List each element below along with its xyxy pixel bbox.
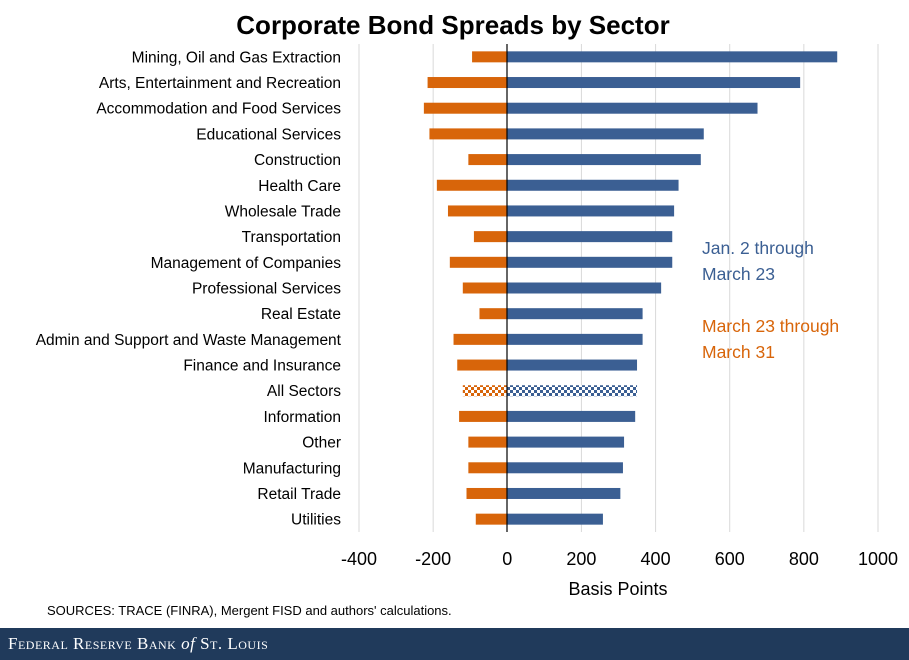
bar: [427, 77, 508, 89]
category-label: Accommodation and Food Services: [96, 101, 341, 118]
brand-suffix: St. Louis: [195, 634, 269, 653]
category-label: Management of Companies: [151, 255, 342, 272]
bar: [447, 205, 508, 217]
x-tick-label: 1000: [858, 549, 898, 569]
category-label: Information: [263, 409, 341, 426]
bar: [507, 462, 623, 474]
legend-entry-line1: March 23 through: [702, 316, 839, 336]
bar: [453, 333, 508, 345]
bar: [507, 410, 636, 422]
category-label: Mining, Oil and Gas Extraction: [132, 49, 341, 66]
bar: [473, 231, 508, 243]
x-tick-label: 200: [566, 549, 596, 569]
category-label: Manufacturing: [243, 460, 341, 477]
bar: [507, 154, 701, 166]
source-note: SOURCES: TRACE (FINRA), Mergent FISD and…: [47, 603, 452, 618]
category-label: Wholesale Trade: [225, 203, 341, 220]
bar: [507, 513, 603, 525]
bar: [507, 308, 643, 320]
x-tick-labels: -400 -200 0 200 400 600 800 1000: [341, 549, 898, 569]
bar: [507, 102, 758, 114]
bar: [462, 385, 508, 397]
bar-layer: [423, 51, 838, 525]
x-tick-label: -400: [341, 549, 377, 569]
bar: [462, 282, 508, 294]
bar: [507, 436, 625, 448]
x-tick-label: -200: [415, 549, 451, 569]
x-tick-label: 800: [789, 549, 819, 569]
bar: [507, 282, 662, 294]
bar: [459, 410, 508, 422]
brand-prefix: Federal Reserve Bank: [8, 634, 182, 653]
bar: [507, 385, 638, 397]
legend-entry-line1: Jan. 2 through: [702, 238, 814, 258]
bar: [466, 487, 508, 499]
bar: [472, 51, 508, 63]
category-label: All Sectors: [267, 383, 341, 400]
legend-entry-line2: March 23: [702, 264, 775, 284]
footer-bar: Federal Reserve Bank of St. Louis: [0, 628, 909, 660]
x-tick-label: 0: [502, 549, 512, 569]
bar: [507, 128, 704, 140]
category-label: Educational Services: [196, 126, 341, 143]
legend: Jan. 2 through March 23 March 23 through Ma…: [702, 238, 839, 362]
category-label: Admin and Support and Waste Management: [36, 332, 342, 349]
bar: [468, 462, 508, 474]
bar: [507, 487, 621, 499]
x-tick-label: 600: [715, 549, 745, 569]
chart-title: Corporate Bond Spreads by Sector: [236, 10, 669, 40]
category-label: Arts, Entertainment and Recreation: [99, 75, 341, 92]
bar: [507, 359, 638, 371]
bar: [507, 231, 673, 243]
category-label: Real Estate: [261, 306, 341, 323]
bar: [507, 205, 675, 217]
bar: [475, 513, 508, 525]
bar: [449, 256, 508, 268]
bar: [468, 436, 508, 448]
x-tick-label: 400: [641, 549, 671, 569]
bar: [507, 256, 673, 268]
category-label: Utilities: [291, 512, 341, 529]
bar: [479, 308, 508, 320]
bar: [507, 333, 643, 345]
brand-name: Federal Reserve Bank of St. Louis: [8, 634, 268, 654]
bar: [507, 51, 838, 63]
bar: [507, 77, 801, 89]
bar: [423, 102, 508, 114]
category-label: Professional Services: [192, 281, 341, 298]
bar: [436, 179, 508, 191]
category-label: Transportation: [242, 229, 341, 246]
legend-entry-line2: March 31: [702, 342, 775, 362]
bar: [468, 154, 508, 166]
bond-spreads-chart: Corporate Bond Spreads by Sector Mining,…: [36, 10, 898, 599]
bar: [507, 179, 679, 191]
bar: [429, 128, 508, 140]
category-labels: Mining, Oil and Gas Extraction Arts, Ente…: [36, 49, 342, 528]
category-label: Health Care: [258, 178, 341, 195]
category-label: Construction: [254, 152, 341, 169]
category-label: Finance and Insurance: [183, 358, 341, 375]
x-axis-label: Basis Points: [568, 579, 667, 599]
category-label: Other: [302, 435, 341, 452]
bar: [457, 359, 508, 371]
category-label: Retail Trade: [257, 486, 341, 503]
brand-italic: of: [181, 634, 196, 653]
